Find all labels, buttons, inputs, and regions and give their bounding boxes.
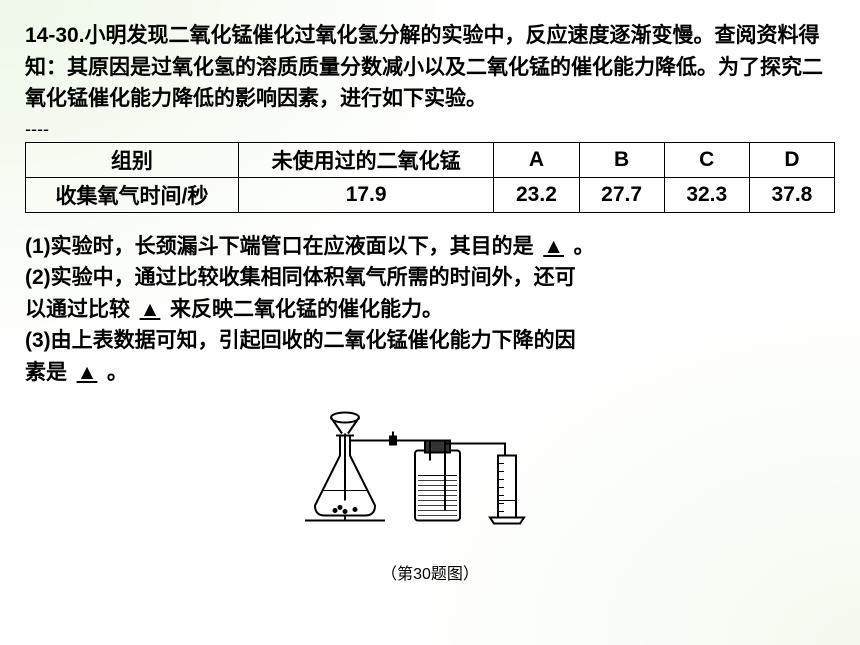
data-c: 32.3 [664, 177, 749, 212]
q3-prefix: 素是 [25, 361, 67, 384]
apparatus-diagram [290, 398, 570, 553]
data-d: 37.8 [749, 177, 834, 212]
intro-text: 14-30.小明发现二氧化锰催化过氧化氢分解的实验中，反应速度逐渐变慢。查阅资料… [25, 20, 835, 115]
questions-block: (1)实验时，长颈漏斗下端管口在应液面以下，其目的是▲。 (2)实验中，通过比较… [25, 231, 835, 389]
data-label: 收集氧气时间/秒 [26, 177, 239, 212]
header-b: B [579, 142, 664, 177]
q3-blank: ▲ [67, 357, 107, 389]
header-a: A [494, 142, 579, 177]
q1-blank: ▲ [534, 231, 574, 263]
header-c: C [664, 142, 749, 177]
header-group: 组别 [26, 142, 239, 177]
q2-blank: ▲ [130, 294, 170, 326]
q1-prefix: (1)实验时，长颈漏斗下端管口在应液面以下，其目的是 [25, 235, 534, 258]
data-b: 27.7 [579, 177, 664, 212]
diagram-container: （第30题图） [25, 398, 835, 584]
q3-suffix: 。 [107, 361, 128, 384]
header-unused: 未使用过的二氧化锰 [238, 142, 493, 177]
table-row-data: 收集氧气时间/秒 17.9 23.2 27.7 32.3 37.8 [26, 177, 835, 212]
diagram-caption: （第30题图） [25, 560, 835, 584]
q2-line1: (2)实验中，通过比较收集相同体积氧气所需的时间外，还可 [25, 266, 576, 289]
table-row-header: 组别 未使用过的二氧化锰 A B C D [26, 142, 835, 177]
question-2: (2)实验中，通过比较收集相同体积氧气所需的时间外，还可 以通过比较▲来反映二氧… [25, 262, 835, 325]
data-a: 23.2 [494, 177, 579, 212]
q2-suffix: 来反映二氧化锰的催化能力。 [170, 298, 443, 321]
question-1: (1)实验时，长颈漏斗下端管口在应液面以下，其目的是▲。 [25, 231, 835, 263]
q2-prefix: 以通过比较 [25, 298, 130, 321]
question-3: (3)由上表数据可知，引起回收的二氧化锰催化能力下降的因 素是▲。 [25, 325, 835, 388]
header-d: D [749, 142, 834, 177]
q3-line1: (3)由上表数据可知，引起回收的二氧化锰催化能力下降的因 [25, 329, 576, 352]
data-unused: 17.9 [238, 177, 493, 212]
dashes: ---- [25, 119, 835, 140]
data-table: 组别 未使用过的二氧化锰 A B C D 收集氧气时间/秒 17.9 23.2 … [25, 142, 835, 213]
q1-suffix: 。 [574, 235, 595, 258]
